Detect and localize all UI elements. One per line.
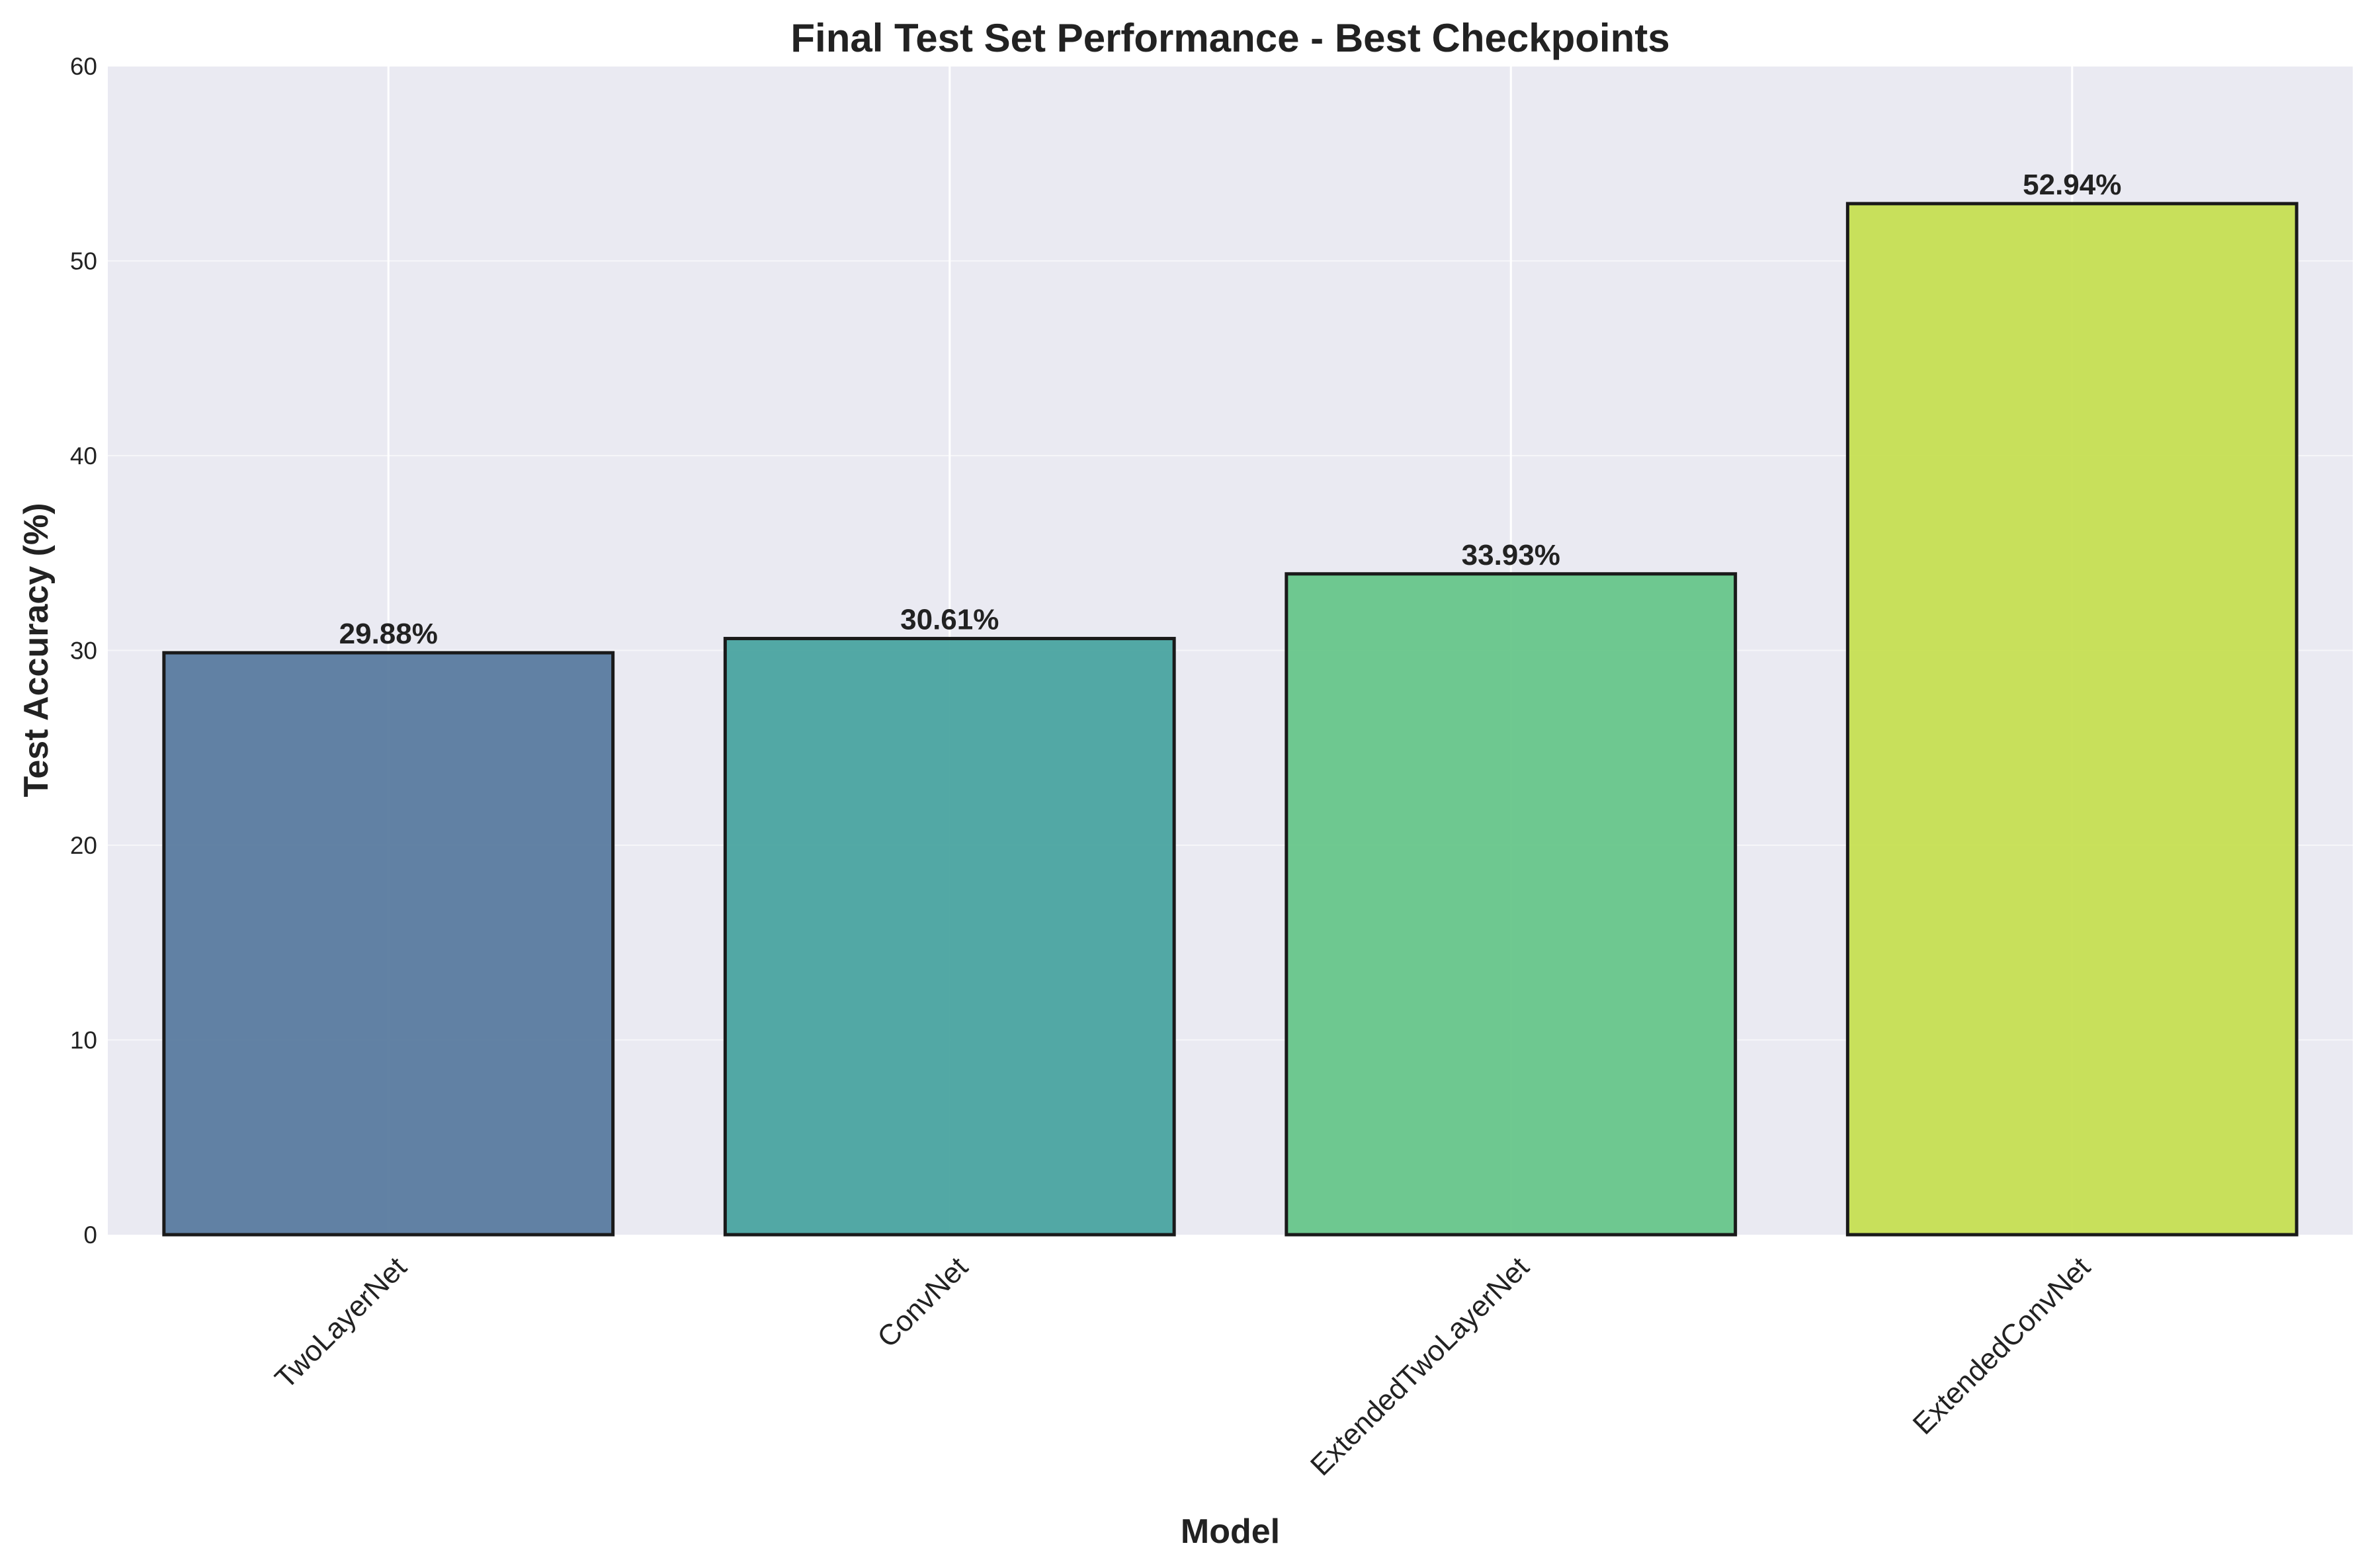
chart-title: Final Test Set Performance - Best Checkp… — [790, 16, 1669, 60]
x-tick-label: ExtendedTwoLayerNet — [1304, 1251, 1535, 1481]
y-tick-label: 60 — [70, 53, 97, 80]
data-label: 30.61% — [900, 604, 999, 636]
bar-extendedtwolayernet — [1285, 572, 1738, 1237]
y-tick-label: 40 — [70, 442, 97, 470]
x-axis-ticks: TwoLayerNet ConvNet ExtendedTwoLayerNet Ext… — [269, 1251, 2096, 1481]
y-tick-label: 30 — [70, 638, 97, 665]
bar-extendedconvnet — [1845, 202, 2299, 1237]
x-tick-label: ExtendedConvNet — [1907, 1251, 2097, 1440]
x-tick-label: TwoLayerNet — [269, 1251, 413, 1395]
x-axis-label: Model — [1181, 1512, 1280, 1551]
bar-twolayernet — [162, 651, 615, 1237]
bar-convnet — [723, 637, 1176, 1237]
data-label: 52.94% — [2023, 169, 2121, 201]
y-tick-label: 0 — [83, 1221, 97, 1249]
y-tick-label: 50 — [70, 248, 97, 275]
data-labels: 29.88% 30.61% 33.93% 52.94% — [339, 169, 2122, 650]
data-label: 33.93% — [1462, 539, 1560, 571]
data-label: 29.88% — [339, 618, 438, 650]
bars — [162, 202, 2299, 1237]
y-axis-label: Test Accuracy (%) — [17, 503, 56, 797]
y-axis-ticks: 0 10 20 30 40 50 60 — [70, 53, 97, 1249]
y-tick-label: 20 — [70, 832, 97, 859]
y-tick-label: 10 — [70, 1027, 97, 1054]
x-tick-label: ConvNet — [871, 1251, 974, 1354]
